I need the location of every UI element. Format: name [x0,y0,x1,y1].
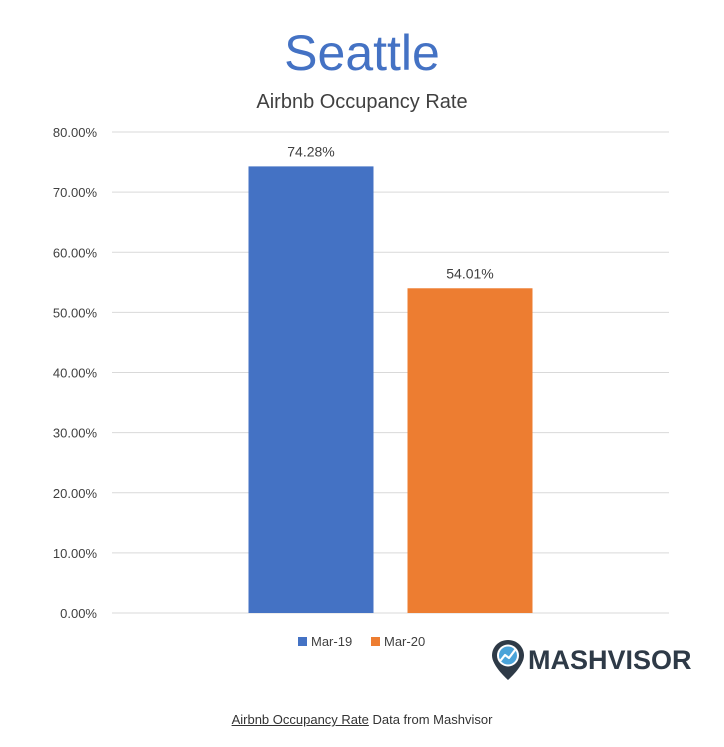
map-pin-chart-icon [492,640,524,680]
y-tick-label: 20.00% [53,486,98,501]
y-tick-label: 80.00% [53,125,98,140]
y-tick-label: 10.00% [53,546,98,561]
gridlines [112,131,669,614]
chart: Seattle Airbnb Occupancy Rate 0.00% 10.00… [53,25,669,649]
logo-text: MASHVISOR [528,644,692,675]
y-tick-label: 50.00% [53,305,98,320]
legend: Mar-19 Mar-20 [298,634,425,649]
caption: Airbnb Occupancy Rate Data from Mashviso… [0,712,724,727]
y-tick-label: 70.00% [53,185,98,200]
legend-label: Mar-19 [311,634,352,649]
bars [248,166,533,614]
y-axis-tick-labels: 0.00% 10.00% 20.00% 30.00% 40.00% 50.00% 60.00… [53,125,98,621]
occupancy-rate-link[interactable]: Airbnb Occupancy Rate [231,712,369,727]
y-tick-label: 40.00% [53,366,98,381]
data-label: 54.01% [446,265,493,281]
data-labels: 74.28% 54.01% [287,143,493,281]
caption-text: Data from Mashvisor [368,712,493,727]
y-tick-label: 60.00% [53,245,98,260]
chart-title: Seattle [284,25,440,81]
legend-swatch [298,637,307,646]
bar-mar-19 [248,166,374,614]
y-tick-label: 0.00% [60,606,97,621]
legend-label: Mar-20 [384,634,425,649]
y-tick-label: 30.00% [53,426,98,441]
legend-swatch [371,637,380,646]
data-label: 74.28% [287,143,334,159]
bar-mar-20 [407,288,533,613]
mashvisor-logo: MASHVISOR [491,638,692,682]
chart-subtitle: Airbnb Occupancy Rate [256,91,467,113]
